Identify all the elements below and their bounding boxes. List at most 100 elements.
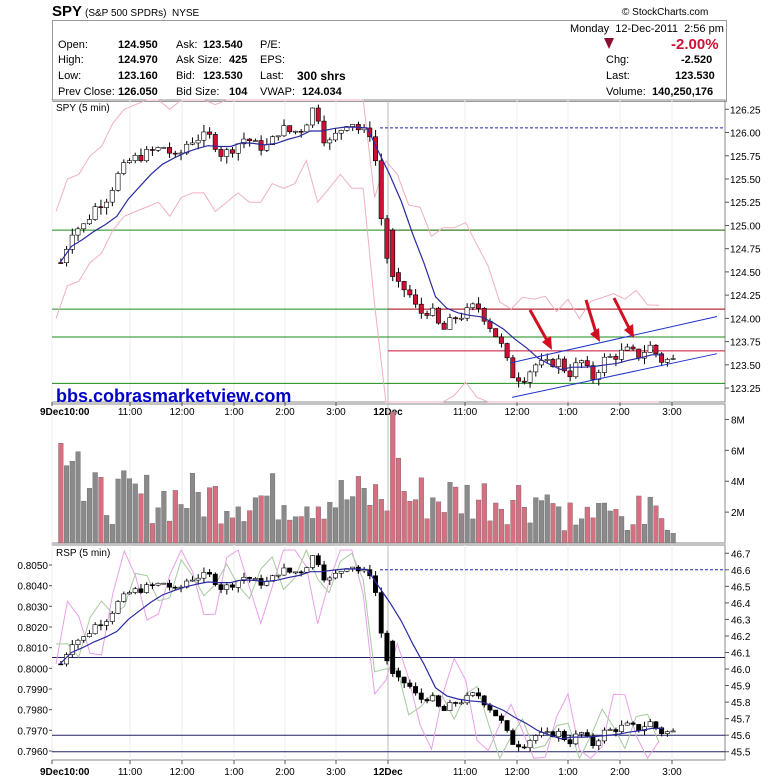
pct-change: -2.00% [671, 36, 719, 53]
rsp-candle-body [435, 695, 441, 707]
volume-bar [664, 529, 670, 544]
rsp-candle-body [498, 715, 504, 721]
volume-tick-label: 2M [731, 508, 745, 519]
symbol-name: (S&P 500 SPDRs) [85, 8, 167, 19]
x-tick-label: 12:00 [169, 767, 194, 778]
volume-bar [132, 483, 138, 544]
volume-bar [115, 478, 121, 544]
annotation-arrow-shaft [584, 299, 599, 337]
rsp-left-tick-label: 0.7980 [17, 706, 48, 717]
volume-bar [58, 443, 64, 544]
rsp-moving-average-line [59, 568, 663, 740]
rsp-candle-body [544, 731, 550, 733]
volume-bar [436, 501, 442, 544]
candle-body [201, 131, 207, 141]
x-tick-label: 3:00 [326, 767, 346, 778]
price-tick-label: 123.25 [730, 384, 761, 395]
volume-bar [361, 487, 367, 544]
rsp-right-tick-label: 46.1 [731, 649, 751, 660]
price-tick-label: 126.00 [730, 129, 761, 140]
candle-body [590, 365, 596, 380]
candle-body [109, 190, 115, 203]
rsp-candle-body [287, 567, 293, 573]
rsp-candle-body [281, 567, 287, 576]
annotation-arrow-head [624, 324, 634, 338]
last-value: 123.530 [675, 70, 715, 82]
price-tick-label: 124.25 [730, 291, 761, 302]
volume-bar [264, 495, 270, 544]
candle-body [121, 162, 127, 174]
volume-bar [607, 510, 613, 544]
rsp-candle-body [315, 555, 321, 566]
x-tick-label: 3:00 [662, 407, 682, 418]
volume-bar [75, 451, 81, 544]
volume-bar [413, 499, 419, 544]
candle-body [229, 149, 235, 154]
rsp-candle-body [664, 731, 670, 735]
candle-body [247, 138, 253, 142]
volume-bar [653, 505, 659, 544]
rsp-right-tick-label: 46.6 [731, 566, 751, 577]
volume-bar [292, 516, 298, 544]
rsp-candle-body [195, 577, 201, 581]
prevclose-value: 126.050 [118, 86, 158, 98]
volume-bar [189, 473, 195, 544]
rsp-candle-body [304, 567, 310, 573]
x-tick-label: 3:00 [662, 767, 682, 778]
rsp-right-tick-label: 46.4 [731, 599, 751, 610]
lower-band-line [55, 158, 659, 403]
volume-bar [127, 478, 133, 544]
candle-body [258, 140, 264, 151]
rsp-candle-body [98, 624, 104, 627]
rsp-candle-body [476, 692, 481, 697]
volume-bar [584, 506, 590, 544]
candle-body [527, 371, 533, 383]
price-tick-label: 124.50 [730, 268, 761, 279]
volume-bar [613, 509, 619, 544]
rsp-candle-body [92, 624, 98, 635]
rsp-candle-body [224, 584, 230, 590]
price-tick-label: 124.75 [730, 245, 761, 256]
rsp-candle-body [613, 729, 619, 732]
rsp-candle-body [155, 582, 161, 586]
rsp-pink-line [55, 548, 660, 760]
volume-bar [304, 506, 310, 544]
volume-bar [184, 508, 190, 544]
volume-bar [418, 477, 424, 544]
asksize-label: Ask Size: [176, 54, 222, 66]
candle-body [126, 160, 132, 163]
candle-body [556, 358, 562, 367]
rsp-candle-body [659, 727, 665, 735]
volume-bar [235, 506, 241, 544]
rsp-right-tick-label: 46.0 [731, 665, 751, 676]
volume-bar [121, 470, 127, 544]
candle-body [149, 149, 155, 151]
rsp-right-tick-label: 45.9 [731, 682, 751, 693]
rsp-candle-body [636, 724, 642, 732]
quote-box [52, 20, 727, 102]
rsp-right-tick-label: 46.2 [731, 632, 751, 643]
volume-bar [464, 484, 470, 544]
volume-bar [504, 524, 510, 544]
volume-bar [395, 457, 401, 544]
volume-bar [647, 496, 653, 544]
down-arrow-icon [604, 38, 614, 49]
candle-body [458, 317, 464, 320]
candle-body [344, 126, 350, 131]
x-tick-label: 3:00 [326, 407, 346, 418]
exchange: NYSE [172, 8, 200, 19]
candle-body [75, 228, 81, 236]
rsp-candle-body [556, 731, 562, 738]
candle-body [441, 322, 447, 330]
price-tick-label: 125.50 [730, 175, 761, 186]
x-tick-label: 2:00 [275, 407, 295, 418]
rsp-candle-body [516, 744, 522, 748]
volume-bar [144, 474, 150, 544]
rsp-candle-body [310, 555, 315, 568]
rsp-candle-body [624, 722, 630, 726]
channel-lower-line [511, 353, 718, 398]
volume-bar [138, 493, 144, 544]
volume-bar [527, 522, 533, 544]
candle-body [378, 160, 384, 220]
rsp-candle-body [401, 676, 407, 684]
